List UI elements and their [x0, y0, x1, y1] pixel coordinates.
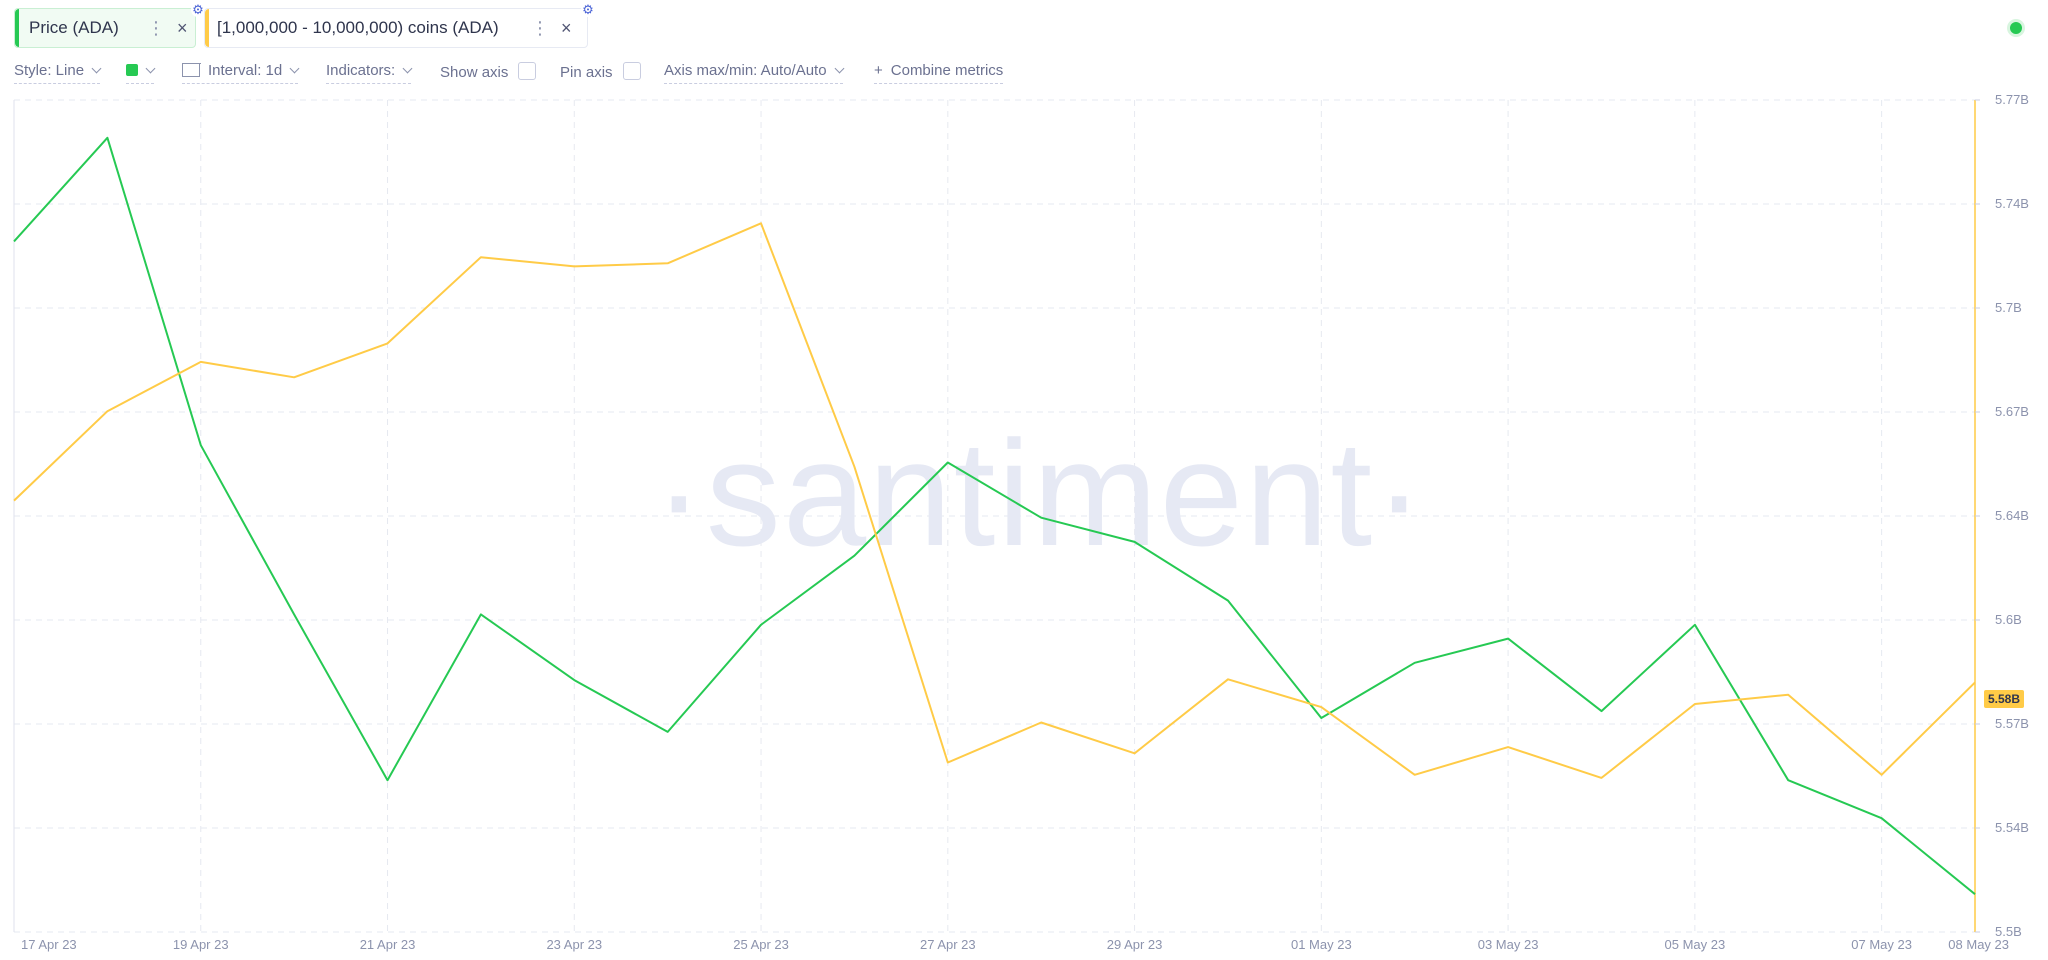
y-tick-label: 5.77B	[1995, 92, 2029, 107]
current-value-badge-bg	[1984, 690, 2024, 708]
interval-dropdown[interactable]: Interval: 1d	[181, 62, 300, 84]
y-tick-label: 5.5B	[1995, 924, 2022, 939]
combine-metrics-label: Combine metrics	[890, 62, 1004, 79]
metric-tab-label: Price (ADA)	[29, 18, 119, 37]
y-tick-label: 5.54B	[1995, 820, 2029, 835]
x-tick-label: 01 May 23	[1291, 937, 1352, 952]
y-tick-label: 5.57B	[1995, 716, 2029, 731]
combine-metrics-button[interactable]: + Combine metrics	[874, 62, 1004, 84]
pin-axis-checkbox[interactable]	[622, 62, 641, 80]
current-value-badge-text: 5.58B	[1988, 692, 2020, 706]
x-tick-label: 23 Apr 23	[546, 937, 602, 952]
style-label: Style: Line	[14, 62, 85, 79]
metric-tab-label: [1,000,000 - 10,000,000) coins (ADA)	[217, 18, 499, 37]
y-tick-label: 5.64B	[1995, 508, 2029, 523]
metric-color-bar	[15, 9, 19, 47]
grid	[14, 99, 1975, 933]
more-options-icon[interactable]: ⋮	[147, 18, 165, 38]
series-lines	[13, 136, 1976, 895]
close-icon[interactable]: ×	[561, 18, 572, 38]
current-value-badge: 5.58B	[1984, 690, 2024, 708]
show-axis-label: Show axis	[440, 64, 509, 81]
metric-tab-holders[interactable]: [1,000,000 - 10,000,000) coins (ADA) ⋮ ×…	[204, 3, 595, 48]
watermark: ·santiment·	[654, 409, 1426, 577]
x-tick-label: 25 Apr 23	[733, 937, 789, 952]
color-swatch	[126, 64, 138, 76]
x-tick-label: 27 Apr 23	[920, 937, 976, 952]
more-options-icon[interactable]: ⋮	[531, 18, 549, 38]
pin-axis-toggle[interactable]: Pin axis	[560, 62, 641, 85]
x-tick-label: 21 Apr 23	[360, 937, 416, 952]
x-tick-label: 07 May 23	[1851, 937, 1912, 952]
y-tick-label: 5.67B	[1995, 404, 2029, 419]
x-axis: 17 Apr 23 19 Apr 23 21 Apr 23 23 Apr 23 25 A…	[21, 937, 2009, 952]
x-tick-label: 03 May 23	[1478, 937, 1539, 952]
x-tick-label: 05 May 23	[1665, 937, 1726, 952]
series-line-holders	[13, 222, 1976, 779]
settings-icon[interactable]: ⚙	[191, 2, 205, 17]
indicators-dropdown[interactable]: Indicators:	[326, 62, 413, 84]
interval-label: Interval: 1d	[208, 62, 283, 79]
series-line-price	[13, 136, 1976, 895]
settings-icon[interactable]: ⚙	[581, 2, 595, 17]
color-picker[interactable]	[126, 62, 156, 84]
axis-minmax-label: Axis max/min: Auto/Auto	[664, 62, 827, 79]
axis-minmax-dropdown[interactable]: Axis max/min: Auto/Auto	[664, 62, 845, 84]
y-tick-label: 5.7B	[1995, 300, 2022, 315]
x-tick-label: 08 May 23	[1948, 937, 2009, 952]
x-tick-label: 17 Apr 23	[21, 937, 77, 952]
x-tick-label: 29 Apr 23	[1107, 937, 1163, 952]
show-axis-checkbox[interactable]	[518, 62, 537, 80]
style-dropdown[interactable]: Style: Line	[14, 62, 102, 84]
ruler-icon	[181, 63, 201, 77]
y-axis: 5.77B 5.74B 5.7B 5.67B 5.64B 5.6B 5.57B 5.54B 5.…	[1975, 92, 2029, 939]
live-status-indicator	[2010, 22, 2022, 34]
y-tick-label: 5.74B	[1995, 196, 2029, 211]
y-tick-label: 5.6B	[1995, 612, 2022, 627]
show-axis-toggle[interactable]: Show axis	[440, 62, 537, 85]
metric-tab-price[interactable]: Price (ADA) ⋮ × ⚙	[14, 3, 205, 48]
x-tick-label: 19 Apr 23	[173, 937, 229, 952]
indicators-label: Indicators:	[326, 62, 396, 79]
pin-axis-label: Pin axis	[560, 64, 613, 81]
metric-color-bar	[205, 9, 209, 47]
plus-icon: +	[874, 62, 883, 79]
close-icon[interactable]: ×	[177, 18, 188, 38]
